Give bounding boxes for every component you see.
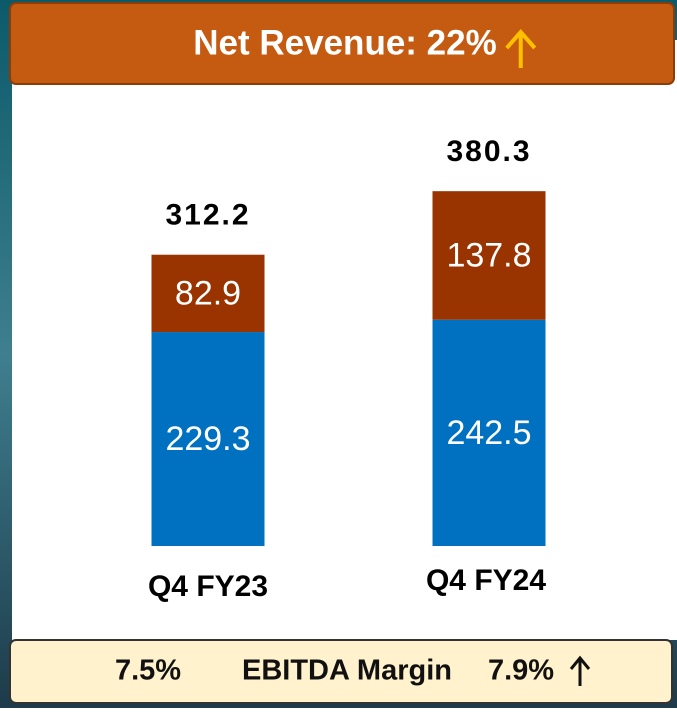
chart-title: Net Revenue: 22%	[193, 23, 496, 62]
bar-segment	[432, 319, 546, 546]
total-label: 312.2	[165, 199, 250, 232]
x-tick-label: Q4 FY23	[148, 570, 268, 603]
up-arrow-icon	[569, 655, 591, 686]
up-arrow-icon	[505, 28, 537, 68]
segment-label: 242.5	[446, 414, 531, 452]
segment-label: 82.9	[175, 274, 241, 312]
bar-segment	[151, 332, 265, 546]
total-label: 380.3	[446, 135, 531, 168]
segment-label: 137.8	[446, 236, 531, 274]
footer-curr-margin: 7.9%	[488, 655, 554, 687]
header-bar	[9, 2, 675, 85]
footer-prev-margin: 7.5%	[115, 655, 181, 687]
bar-segment	[151, 254, 265, 333]
bar-segment	[432, 191, 546, 320]
segment-label: 229.3	[165, 420, 250, 458]
x-tick-label: Q4 FY24	[426, 564, 546, 597]
footer-box	[9, 639, 673, 704]
footer-label: EBITDA Margin	[242, 655, 452, 687]
chart-panel	[12, 40, 677, 640]
